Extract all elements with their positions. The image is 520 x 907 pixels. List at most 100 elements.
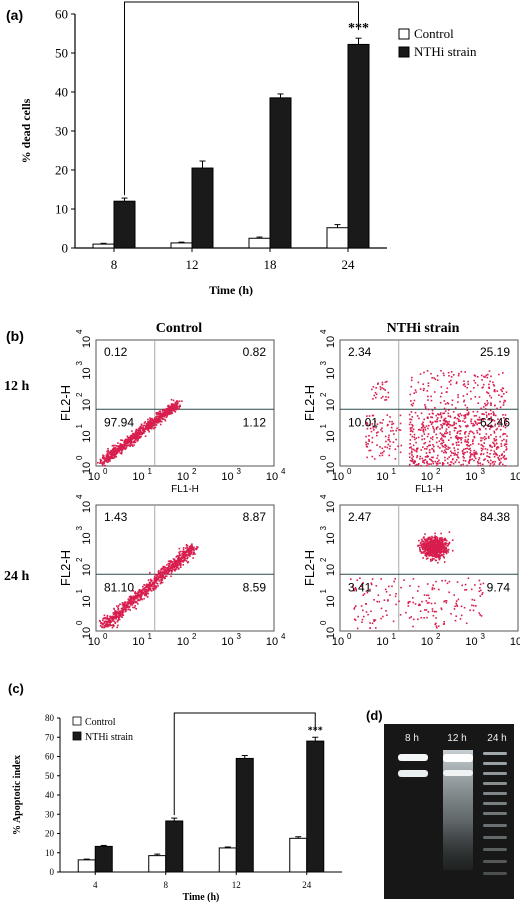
event-dot xyxy=(133,606,136,609)
event-dot xyxy=(475,605,477,607)
event-dot xyxy=(425,538,427,541)
event-dot xyxy=(139,431,142,434)
event-dot xyxy=(141,589,144,591)
event-dot xyxy=(154,587,157,589)
event-dot xyxy=(164,410,166,412)
event-dot xyxy=(170,406,173,409)
event-dot xyxy=(489,409,492,412)
event-dot xyxy=(492,419,494,421)
event-dot xyxy=(164,575,167,577)
event-dot xyxy=(114,614,116,617)
event-dot xyxy=(172,563,175,566)
event-dot xyxy=(429,537,432,539)
event-dot xyxy=(436,418,438,421)
event-dot xyxy=(176,405,179,407)
x-tick-exponent: 2 xyxy=(436,632,441,641)
event-dot xyxy=(106,614,109,617)
event-dot xyxy=(188,553,191,555)
event-dot xyxy=(138,433,141,435)
event-dot xyxy=(458,430,461,432)
event-dot xyxy=(497,418,499,420)
event-dot xyxy=(140,589,142,591)
event-dot xyxy=(118,450,121,453)
event-dot xyxy=(153,587,156,589)
legend: Control NTHi strain xyxy=(72,716,133,743)
event-dot xyxy=(504,400,507,402)
y-tick-exponent: 3 xyxy=(75,526,84,531)
event-dot xyxy=(431,610,434,612)
event-dot xyxy=(153,421,155,423)
x-tick-exponent: 0 xyxy=(103,467,108,476)
event-dot xyxy=(395,429,397,432)
event-dot xyxy=(493,412,495,415)
event-dot xyxy=(468,461,470,463)
bar-nthi xyxy=(113,200,136,249)
event-dot xyxy=(141,431,143,433)
x-axis-label: Time (h) xyxy=(183,892,220,903)
event-dot xyxy=(444,444,447,446)
event-dot xyxy=(424,533,426,535)
event-dot xyxy=(105,623,107,625)
event-dot xyxy=(138,427,141,429)
y-axis-label: FL2-H xyxy=(302,550,317,586)
event-dot xyxy=(152,581,155,584)
event-dot xyxy=(444,551,446,553)
event-dot xyxy=(426,461,428,464)
event-dot xyxy=(155,586,158,588)
event-dot xyxy=(473,387,475,389)
event-dot xyxy=(380,578,382,580)
event-dot xyxy=(411,448,413,450)
event-dot xyxy=(158,569,160,572)
event-dot xyxy=(428,597,431,599)
event-dot xyxy=(439,552,442,554)
event-dot xyxy=(440,608,443,611)
event-dot xyxy=(137,592,139,594)
event-dot xyxy=(187,549,190,552)
event-dot xyxy=(454,605,456,608)
event-dot xyxy=(156,579,159,581)
event-dot xyxy=(153,583,155,586)
event-dot xyxy=(434,602,436,605)
event-dot xyxy=(117,612,120,614)
event-dot xyxy=(384,399,386,401)
event-dot xyxy=(441,536,443,539)
event-dot xyxy=(437,549,440,551)
x-tick-label: 10 xyxy=(177,636,189,648)
event-dot xyxy=(359,577,361,579)
event-dot xyxy=(114,448,116,451)
event-dot xyxy=(122,446,125,448)
event-dot xyxy=(504,423,506,426)
event-dot xyxy=(434,378,437,381)
event-dot xyxy=(408,463,411,466)
event-dot xyxy=(121,611,124,614)
event-dot xyxy=(185,544,188,546)
event-dot xyxy=(113,456,116,459)
event-dot xyxy=(175,561,177,564)
event-dot xyxy=(398,600,400,603)
event-dot xyxy=(145,427,148,430)
event-dot xyxy=(475,452,477,455)
event-dot xyxy=(473,456,476,458)
event-dot xyxy=(437,545,440,547)
event-dot xyxy=(478,457,481,459)
event-dot xyxy=(468,445,470,447)
event-dot xyxy=(422,383,424,385)
event-dot xyxy=(150,421,152,424)
event-dot xyxy=(434,544,436,547)
event-dot xyxy=(383,599,386,601)
event-dot xyxy=(147,429,150,432)
event-dot xyxy=(155,582,158,584)
event-dot xyxy=(432,449,435,451)
event-dot xyxy=(168,407,171,409)
event-dot xyxy=(500,457,502,460)
gel-ladder-band xyxy=(483,848,507,851)
event-dot xyxy=(420,412,423,415)
event-dot xyxy=(439,541,441,543)
event-dot xyxy=(440,424,442,426)
event-dot xyxy=(113,607,115,610)
event-dot xyxy=(451,539,454,541)
event-dot xyxy=(142,424,145,427)
event-dot xyxy=(429,547,431,549)
